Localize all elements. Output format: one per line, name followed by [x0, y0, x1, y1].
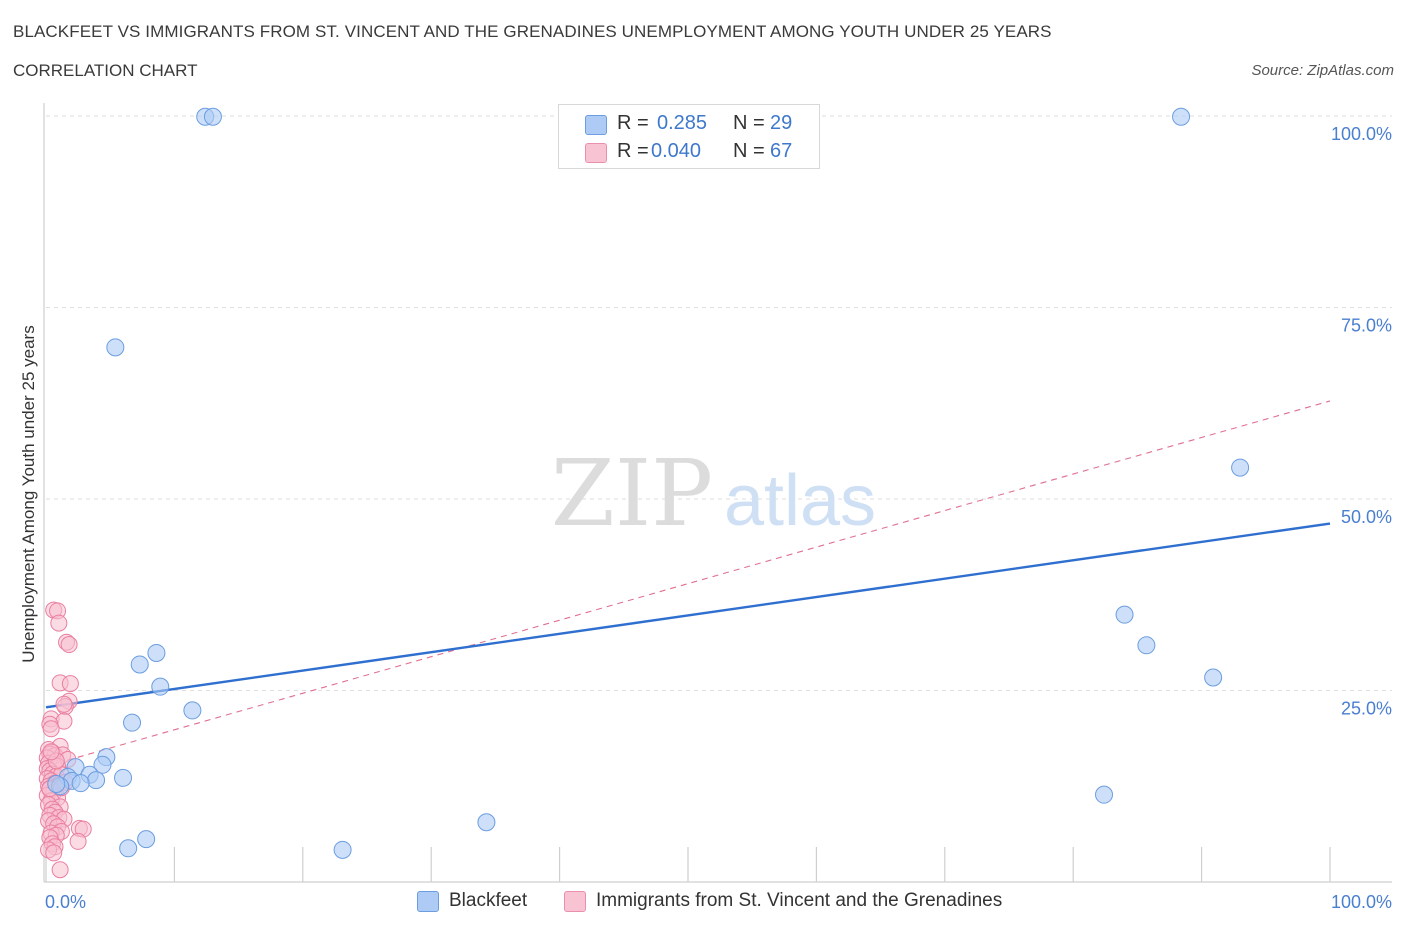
axes: [43, 103, 1392, 883]
data-point-blackfeet: [1231, 458, 1250, 477]
data-point-immigrants: [55, 695, 73, 713]
data-point-immigrants: [61, 675, 79, 693]
legend-r-value: 0.040: [651, 140, 702, 162]
data-point-blackfeet: [147, 643, 166, 662]
watermark-atlas: atlas: [724, 461, 876, 541]
data-point-blackfeet: [93, 755, 112, 774]
data-point-blackfeet: [203, 107, 222, 126]
data-point-blackfeet: [114, 768, 133, 787]
x-tick-label-max: 100.0%: [1331, 892, 1392, 912]
legend-n-value: 67: [770, 140, 793, 162]
data-point-blackfeet: [106, 338, 125, 357]
x-tick-labels: 0.0% 100.0%: [45, 892, 1392, 912]
data-point-immigrants: [45, 844, 63, 862]
y-axis-label: Unemployment Among Youth under 25 years: [19, 325, 38, 662]
legend-r-label: R =: [617, 112, 649, 134]
data-point-blackfeet: [183, 701, 202, 720]
bottom-legend-swatch-pink: [564, 891, 586, 912]
source-label: Source: ZipAtlas.com: [1251, 62, 1394, 79]
y-tick-labels: 25.0% 50.0% 75.0% 100.0%: [1331, 124, 1392, 719]
series-immigrants-points: [38, 601, 92, 879]
data-point-blackfeet: [477, 813, 496, 832]
bottom-legend-swatch-blue: [417, 891, 439, 912]
data-point-blackfeet: [137, 830, 156, 849]
data-point-blackfeet: [47, 774, 66, 793]
data-point-blackfeet: [71, 774, 90, 793]
legend-r-label: R =: [617, 140, 649, 162]
legend-r-value: 0.285: [657, 112, 708, 134]
data-point-blackfeet: [333, 840, 352, 859]
data-point-blackfeet: [1204, 668, 1223, 687]
data-point-blackfeet: [87, 771, 106, 790]
watermark-zip: ZIP: [551, 440, 713, 547]
data-point-blackfeet: [1172, 107, 1191, 126]
bottom-legend-label: Immigrants from St. Vincent and the Gren…: [596, 890, 1003, 911]
y-tick-label: 25.0%: [1341, 699, 1392, 719]
data-point-blackfeet: [130, 655, 149, 674]
legend-swatch-blue: [585, 115, 607, 135]
data-point-blackfeet: [1115, 605, 1134, 624]
data-point-immigrants: [42, 720, 60, 738]
y-tick-label: 75.0%: [1341, 316, 1392, 336]
trend-line-blackfeet: [45, 522, 1331, 709]
y-tick-label: 100.0%: [1331, 124, 1392, 144]
data-point-immigrants: [69, 832, 87, 850]
data-point-blackfeet: [1095, 785, 1114, 804]
data-point-immigrants: [60, 636, 78, 654]
data-point-blackfeet: [119, 839, 138, 858]
trend-lines: [45, 400, 1331, 767]
data-point-immigrants: [42, 743, 60, 761]
trend-line-immigrants: [45, 400, 1331, 767]
data-point-blackfeet: [151, 677, 170, 696]
legend-n-value: 29: [770, 112, 793, 134]
chart-subtitle: CORRELATION CHART: [13, 61, 198, 80]
data-point-blackfeet: [123, 713, 142, 732]
stats-legend: R = 0.285 N = 29 R = 0.040 N = 67: [558, 104, 820, 169]
data-point-blackfeet: [1137, 636, 1156, 655]
data-point-immigrants: [51, 861, 69, 879]
data-point-immigrants: [50, 614, 68, 632]
y-tick-label: 50.0%: [1341, 507, 1392, 527]
chart-title: BLACKFEET VS IMMIGRANTS FROM ST. VINCENT…: [13, 22, 1052, 41]
series-blackfeet-points: [47, 107, 1250, 859]
legend-n-label: N =: [733, 112, 765, 134]
watermark: ZIP atlas: [551, 440, 876, 547]
x-tick-label-min: 0.0%: [45, 892, 86, 912]
bottom-legend-label: Blackfeet: [449, 890, 528, 911]
x-tick-marks: [45, 847, 1331, 882]
legend-n-label: N =: [733, 140, 765, 162]
legend-swatch-pink: [585, 143, 607, 163]
grid-lines: [46, 115, 1392, 691]
